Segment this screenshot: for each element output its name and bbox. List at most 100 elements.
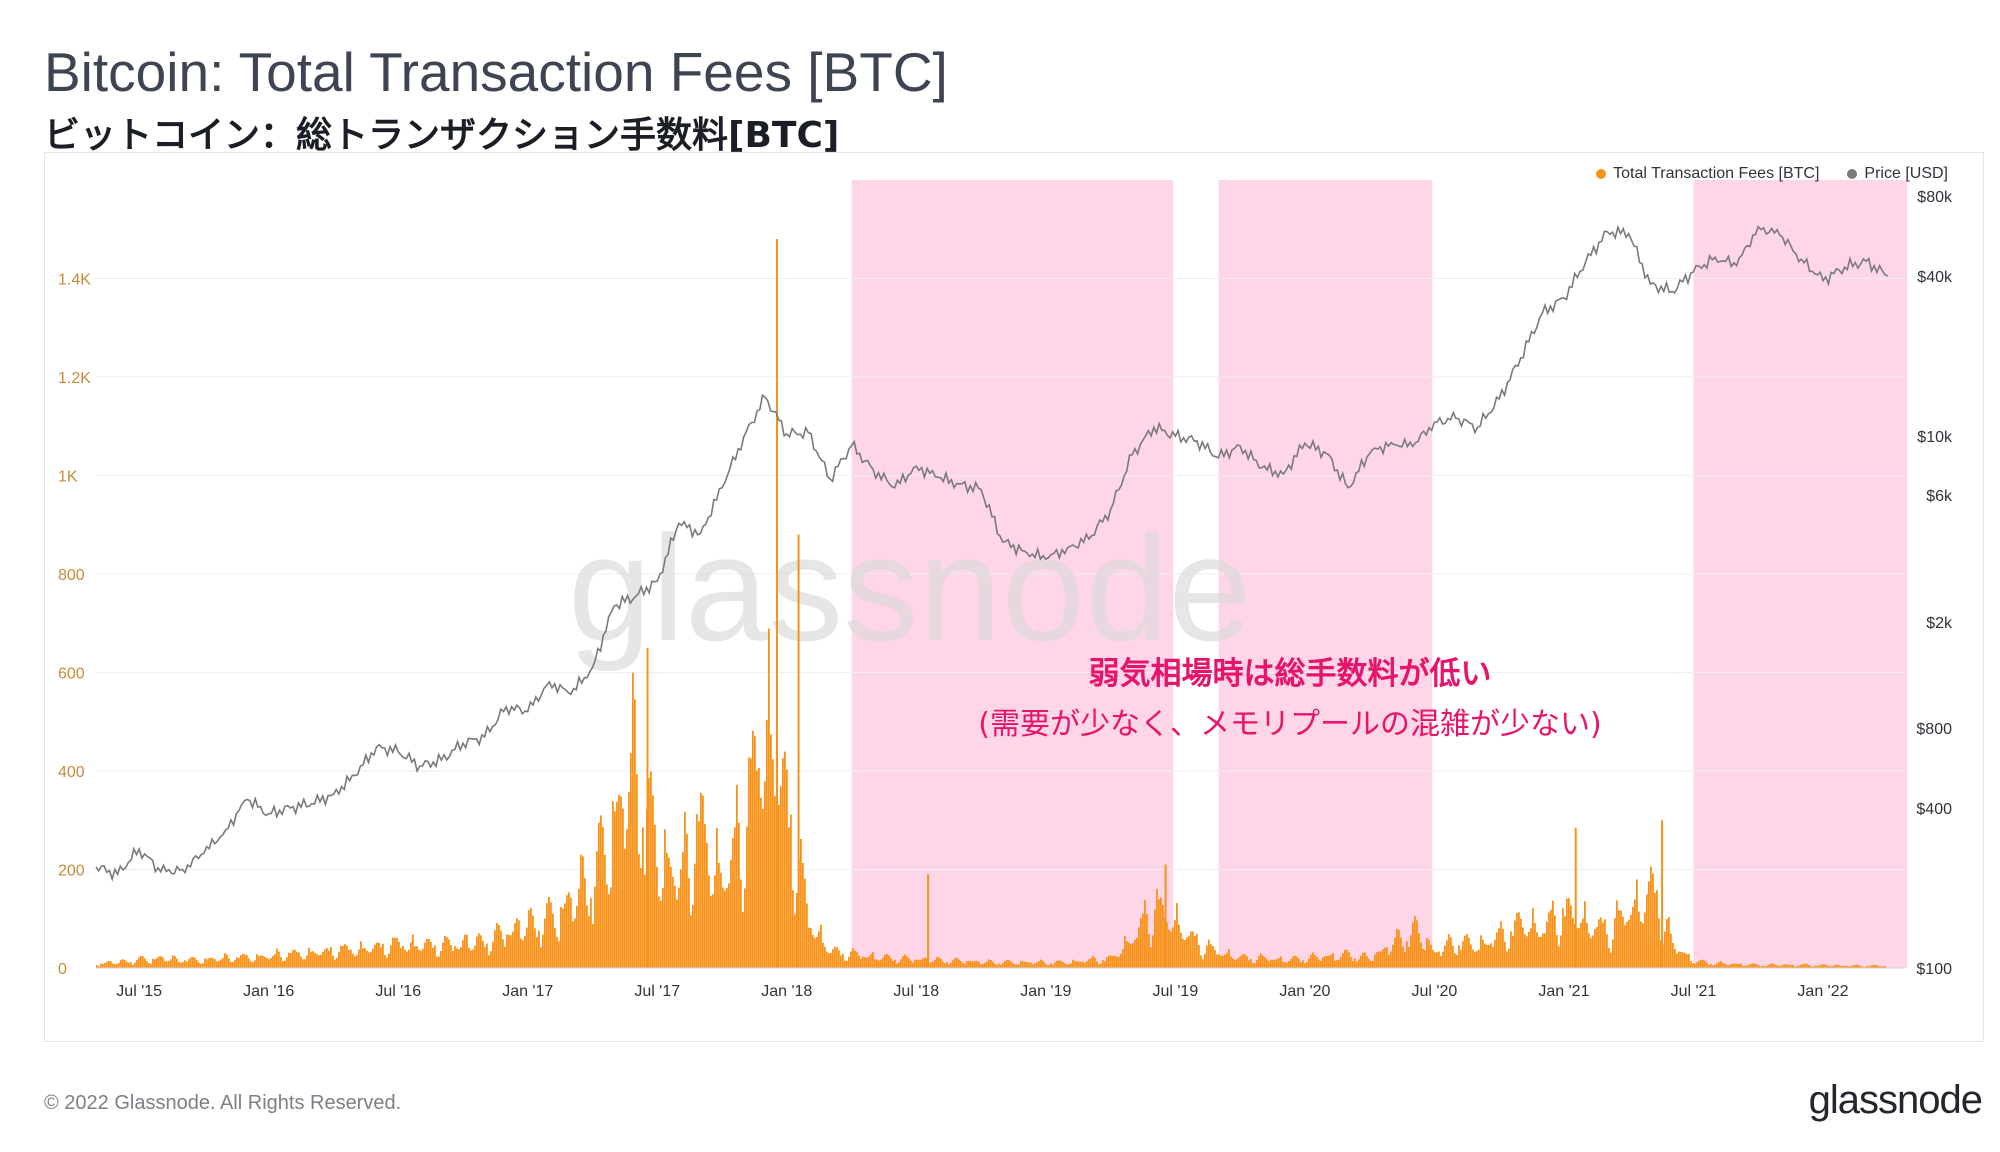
- fees-bar: [1592, 935, 1594, 968]
- fees-bar: [1676, 953, 1678, 968]
- fees-bar: [746, 826, 748, 968]
- fees-bar: [1454, 953, 1456, 968]
- fees-bar: [204, 958, 206, 968]
- fees-bar: [482, 940, 484, 968]
- fees-bar: [454, 946, 456, 968]
- fees-bar: [506, 934, 508, 968]
- fees-bar: [448, 939, 450, 968]
- fees-bar: [540, 947, 542, 968]
- fees-bar: [1302, 960, 1304, 968]
- fees-bar: [226, 954, 228, 968]
- fees-bar: [1582, 918, 1584, 968]
- fees-bar: [1704, 960, 1706, 968]
- fees-bar: [942, 961, 944, 968]
- fees-bar: [172, 955, 174, 968]
- fees-bar: [430, 941, 432, 968]
- fees-bar: [1538, 936, 1540, 968]
- fees-bar: [1276, 959, 1278, 968]
- fees-bar: [98, 966, 100, 968]
- fees-bar: [1408, 946, 1410, 968]
- fees-bar: [1080, 961, 1082, 968]
- fees-bar: [750, 758, 752, 968]
- fees-bar: [196, 959, 198, 968]
- fees-bar: [1716, 963, 1718, 968]
- fees-bar: [836, 947, 838, 968]
- fees-bar: [1340, 956, 1342, 968]
- y-right-tick-label: $10k: [1917, 429, 1953, 446]
- fees-bar: [1160, 897, 1162, 968]
- fees-bar: [810, 928, 812, 968]
- fees-bar: [574, 918, 576, 968]
- fees-bar: [188, 959, 190, 968]
- fees-bar: [724, 890, 726, 968]
- fees-bar: [492, 941, 494, 968]
- fees-bar: [192, 956, 194, 968]
- fees-bar: [1364, 952, 1366, 968]
- fees-bar: [1526, 936, 1528, 968]
- fees-bar: [728, 883, 730, 968]
- fees-bar: [1022, 961, 1024, 968]
- fees-bar: [1562, 908, 1564, 968]
- fees-bar: [564, 903, 566, 968]
- fees-bar: [628, 792, 630, 968]
- fees-bar: [1516, 912, 1518, 968]
- fees-bar: [1658, 918, 1660, 968]
- fees-bar: [780, 786, 782, 968]
- fees-bar: [1088, 959, 1090, 968]
- fees-bar: [504, 946, 506, 968]
- fees-bar: [1572, 918, 1574, 968]
- fees-bar: [1682, 952, 1684, 968]
- fees-bar: [1788, 964, 1790, 968]
- fees-bar: [1308, 958, 1310, 968]
- fees-bar: [1200, 955, 1202, 968]
- fees-bar: [1300, 962, 1302, 968]
- fees-bar: [982, 963, 984, 968]
- fees-bar: [580, 854, 582, 968]
- fees-bar: [1100, 963, 1102, 968]
- fees-bar: [1540, 936, 1542, 968]
- fees-bar: [1424, 950, 1426, 968]
- fees-bar: [1224, 954, 1226, 968]
- fees-bar: [450, 945, 452, 968]
- fees-bar: [456, 948, 458, 968]
- fees-bar: [116, 963, 118, 968]
- fees-bar: [1812, 966, 1814, 968]
- fees-bar: [304, 959, 306, 968]
- fees-bar: [156, 957, 158, 968]
- fees-bar: [1746, 965, 1748, 968]
- fees-bar: [684, 811, 686, 968]
- fees-bar: [1692, 963, 1694, 968]
- fees-bar: [1234, 959, 1236, 968]
- fees-bar: [502, 939, 504, 968]
- fees-bar: [1040, 959, 1042, 968]
- fees-bar: [644, 874, 646, 968]
- fees-bar: [1438, 951, 1440, 968]
- fees-bar: [1372, 960, 1374, 968]
- fees-bar: [1630, 914, 1632, 968]
- fees-bar: [904, 954, 906, 968]
- legend-item-price[interactable]: Price [USD]: [1847, 165, 1948, 183]
- fees-bar: [1698, 960, 1700, 968]
- fees-bar: [1686, 954, 1688, 968]
- fees-bar: [1882, 966, 1884, 968]
- fees-bar: [420, 950, 422, 968]
- fees-bar: [846, 960, 848, 968]
- chart-legend: Total Transaction Fees [BTC] Price [USD]: [1596, 165, 1948, 183]
- fees-bar: [1838, 965, 1840, 968]
- fees-bar: [1380, 951, 1382, 968]
- fees-bar: [606, 884, 608, 968]
- fees-bar: [1648, 881, 1650, 968]
- fees-bar: [1290, 958, 1292, 968]
- fees-bar: [390, 945, 392, 968]
- fees-bar: [1468, 937, 1470, 968]
- y-left-tick-label: 0: [58, 961, 67, 978]
- fees-bar: [758, 767, 760, 968]
- fees-bar: [164, 960, 166, 968]
- legend-item-fees[interactable]: Total Transaction Fees [BTC]: [1596, 165, 1819, 183]
- fees-bar: [1636, 879, 1638, 968]
- fees-bar: [700, 792, 702, 968]
- fees-bar: [394, 937, 396, 968]
- fees-bar: [1840, 965, 1842, 968]
- fees-bar: [1530, 928, 1532, 968]
- fees-bar: [1760, 966, 1762, 968]
